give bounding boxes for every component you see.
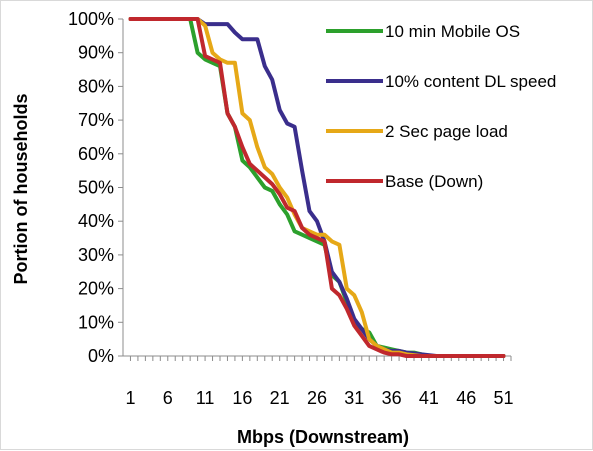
legend-label: 2 Sec page load xyxy=(385,122,508,141)
series-layer xyxy=(128,17,506,358)
y-tick-label: 70% xyxy=(78,110,114,130)
x-tick-label: 11 xyxy=(196,388,215,408)
axes-layer: 0%10%20%30%40%50%60%70%80%90%100%1 6 11 16 2… xyxy=(68,9,514,408)
legend-label: Base (Down) xyxy=(385,172,483,191)
x-tick-label: 31 xyxy=(344,388,364,408)
x-tick-label: 41 xyxy=(419,388,439,408)
legend-label: 10 min Mobile OS xyxy=(385,22,520,41)
y-tick-label: 50% xyxy=(78,178,114,198)
x-tick-label: 26 xyxy=(307,388,327,408)
series-line-3 xyxy=(128,17,506,358)
x-tick-label: 46 xyxy=(456,388,476,408)
y-tick-label: 100% xyxy=(68,9,114,29)
x-axis-title: Mbps (Downstream) xyxy=(237,427,409,447)
y-tick-label: 90% xyxy=(78,43,114,63)
y-tick-label: 30% xyxy=(78,245,114,265)
x-tick-label: 1 xyxy=(125,388,135,408)
x-tick-label: 6 xyxy=(163,388,173,408)
legend: 10 min Mobile OS 10% content DL speed 2 Se… xyxy=(326,22,556,191)
x-tick-label: 51 xyxy=(494,388,514,408)
y-tick-label: 40% xyxy=(78,211,114,231)
y-tick-label: 20% xyxy=(78,279,114,299)
x-tick-label: 16 xyxy=(232,388,252,408)
y-axis-title: Portion of households xyxy=(11,94,31,285)
x-tick-label: 36 xyxy=(382,388,402,408)
series-line-4 xyxy=(128,17,506,358)
legend-label: 10% content DL speed xyxy=(385,72,556,91)
y-tick-label: 60% xyxy=(78,144,114,164)
y-tick-label: 10% xyxy=(78,312,114,332)
y-tick-label: 80% xyxy=(78,76,114,96)
y-tick-label: 0% xyxy=(88,346,114,366)
x-tick-label: 21 xyxy=(270,388,290,408)
